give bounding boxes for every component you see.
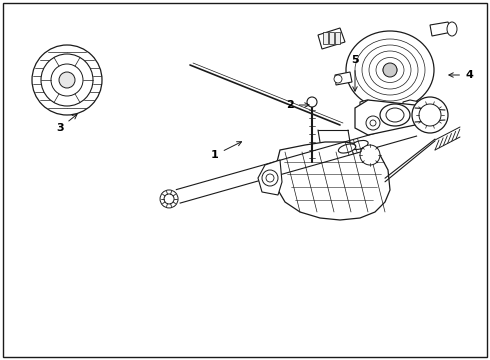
Ellipse shape <box>380 104 410 126</box>
Polygon shape <box>258 160 282 195</box>
Circle shape <box>307 97 317 107</box>
Text: 3: 3 <box>56 114 77 133</box>
Circle shape <box>360 145 380 165</box>
Text: 5: 5 <box>351 55 359 91</box>
Text: 2: 2 <box>286 100 309 110</box>
Ellipse shape <box>339 144 356 153</box>
Polygon shape <box>318 28 345 49</box>
Circle shape <box>164 194 174 204</box>
Ellipse shape <box>351 140 368 149</box>
Polygon shape <box>335 72 352 85</box>
Ellipse shape <box>346 31 434 109</box>
Circle shape <box>266 174 274 182</box>
Polygon shape <box>355 100 415 135</box>
Circle shape <box>41 54 93 106</box>
Circle shape <box>419 104 441 126</box>
Polygon shape <box>430 22 452 36</box>
Ellipse shape <box>447 22 457 36</box>
Bar <box>329 32 334 44</box>
Circle shape <box>366 116 380 130</box>
Circle shape <box>412 97 448 133</box>
Circle shape <box>51 64 83 96</box>
Circle shape <box>262 170 278 186</box>
Ellipse shape <box>362 45 418 95</box>
Circle shape <box>59 72 75 88</box>
Ellipse shape <box>355 39 425 101</box>
Circle shape <box>32 45 102 115</box>
Ellipse shape <box>383 64 397 76</box>
Polygon shape <box>275 142 390 220</box>
Polygon shape <box>360 100 377 112</box>
Circle shape <box>334 75 342 83</box>
Ellipse shape <box>386 108 404 122</box>
Bar <box>323 32 328 44</box>
Text: 1: 1 <box>211 142 242 160</box>
Ellipse shape <box>369 51 411 89</box>
Text: 4: 4 <box>449 70 473 80</box>
Polygon shape <box>403 100 420 114</box>
Ellipse shape <box>376 58 404 82</box>
Circle shape <box>370 120 376 126</box>
Bar <box>335 32 340 44</box>
Circle shape <box>383 63 397 77</box>
